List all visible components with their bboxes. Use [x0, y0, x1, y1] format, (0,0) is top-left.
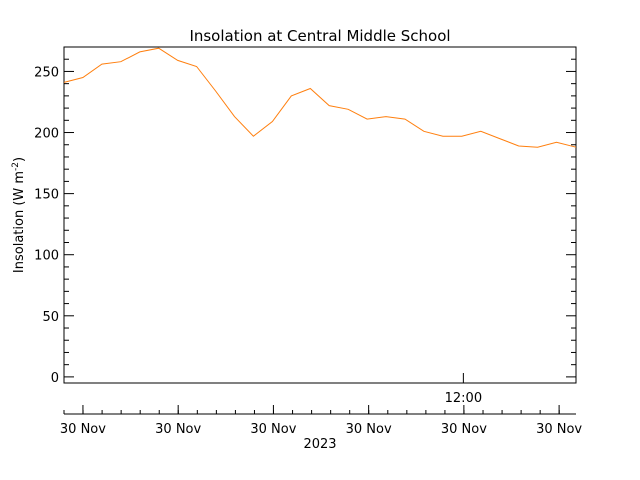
y-axis-label-main: Insolation (W m [12, 171, 27, 273]
x-axis-lower: 30 Nov 30 Nov 30 Nov 30 Nov 30 Nov 30 Nov [60, 405, 582, 437]
x-lower-tick-label: 30 Nov [441, 422, 487, 437]
x-upper-tick-label: 12:00 [445, 391, 482, 406]
insolation-series-line [63, 47, 577, 148]
y-tick-label: 250 [34, 65, 59, 80]
x-lower-tick-label: 30 Nov [346, 422, 392, 437]
y-tick-label: 100 [34, 249, 59, 264]
y-tick-label: 150 [34, 188, 59, 203]
y-axis: 0 50 100 150 200 250 [34, 46, 576, 386]
x-lower-tick-label: 30 Nov [155, 422, 201, 437]
y-tick-label: 0 [51, 371, 59, 386]
y-axis-label-close: ) [12, 157, 27, 162]
chart-title: Insolation at Central Middle School [189, 27, 450, 45]
plot-frame [63, 46, 577, 384]
x-lower-tick-label: 30 Nov [536, 422, 582, 437]
x-axis-year-label: 2023 [303, 437, 336, 452]
y-tick-label: 200 [34, 127, 59, 142]
x-axis-upper: 12:00 [445, 373, 482, 406]
x-lower-tick-label: 30 Nov [250, 422, 296, 437]
y-tick-label: 50 [42, 310, 59, 325]
series-layer [63, 47, 577, 148]
y-axis-label-superscript: -2 [11, 162, 21, 171]
y-axis-label: Insolation (W m-2) [11, 157, 27, 273]
x-lower-tick-label: 30 Nov [60, 422, 106, 437]
